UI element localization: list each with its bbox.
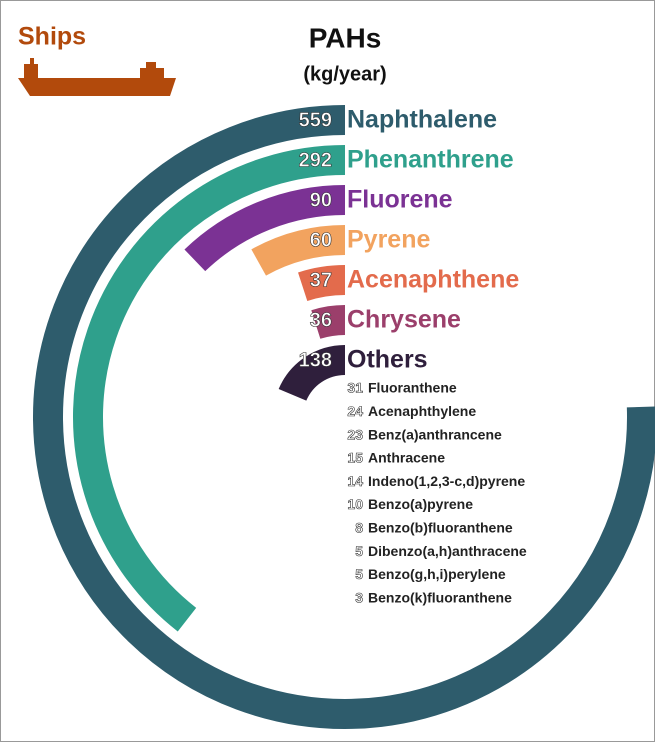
chart-subtitle: (kg/year) (303, 63, 386, 85)
category-label: Others (347, 346, 428, 374)
others-value: 14 (347, 473, 363, 489)
others-label: Benzo(b)fluoranthene (368, 520, 513, 536)
others-value: 5 (355, 566, 363, 582)
value-label: 559 (299, 109, 332, 131)
others-label: Dibenzo(a,h)anthracene (368, 543, 527, 559)
value-label: 60 (310, 229, 332, 251)
bar (311, 305, 346, 339)
others-value: 10 (347, 496, 363, 512)
others-value: 15 (347, 450, 363, 466)
others-value: 31 (347, 380, 363, 396)
value-label: 292 (299, 149, 332, 171)
bar (298, 265, 346, 302)
others-label: Benzo(k)fluoranthene (368, 589, 512, 605)
others-label: Anthracene (368, 450, 445, 466)
others-value: 3 (355, 589, 363, 605)
others-label: Fluoranthene (368, 380, 457, 396)
category-label: Phenanthrene (347, 146, 514, 174)
value-label: 36 (310, 309, 332, 331)
others-value: 5 (355, 543, 363, 559)
bar (184, 185, 346, 272)
category-label: Chrysene (347, 306, 461, 334)
bar (251, 225, 346, 276)
value-label: 90 (310, 189, 332, 211)
others-value: 8 (355, 520, 363, 536)
category-label: Pyrene (347, 226, 430, 254)
others-label: Benz(a)anthrancene (368, 426, 502, 442)
bar (278, 345, 346, 402)
others-value: 23 (347, 426, 363, 442)
others-value: 24 (347, 403, 363, 419)
bar (73, 145, 346, 632)
category-label: Acenaphthene (347, 266, 519, 294)
value-label: 138 (299, 349, 332, 371)
bar (33, 105, 655, 729)
others-label: Indeno(1,2,3-c,d)pyrene (368, 473, 525, 489)
chart-title: PAHs (309, 22, 382, 53)
category-label: Naphthalene (347, 106, 497, 134)
others-label: Benzo(a)pyrene (368, 496, 473, 512)
source-label: Ships (18, 23, 86, 51)
others-label: Acenaphthylene (368, 403, 476, 419)
ship-icon (18, 58, 176, 96)
others-label: Benzo(g,h,i)perylene (368, 566, 506, 582)
category-label: Fluorene (347, 186, 453, 214)
value-label: 37 (310, 269, 332, 291)
